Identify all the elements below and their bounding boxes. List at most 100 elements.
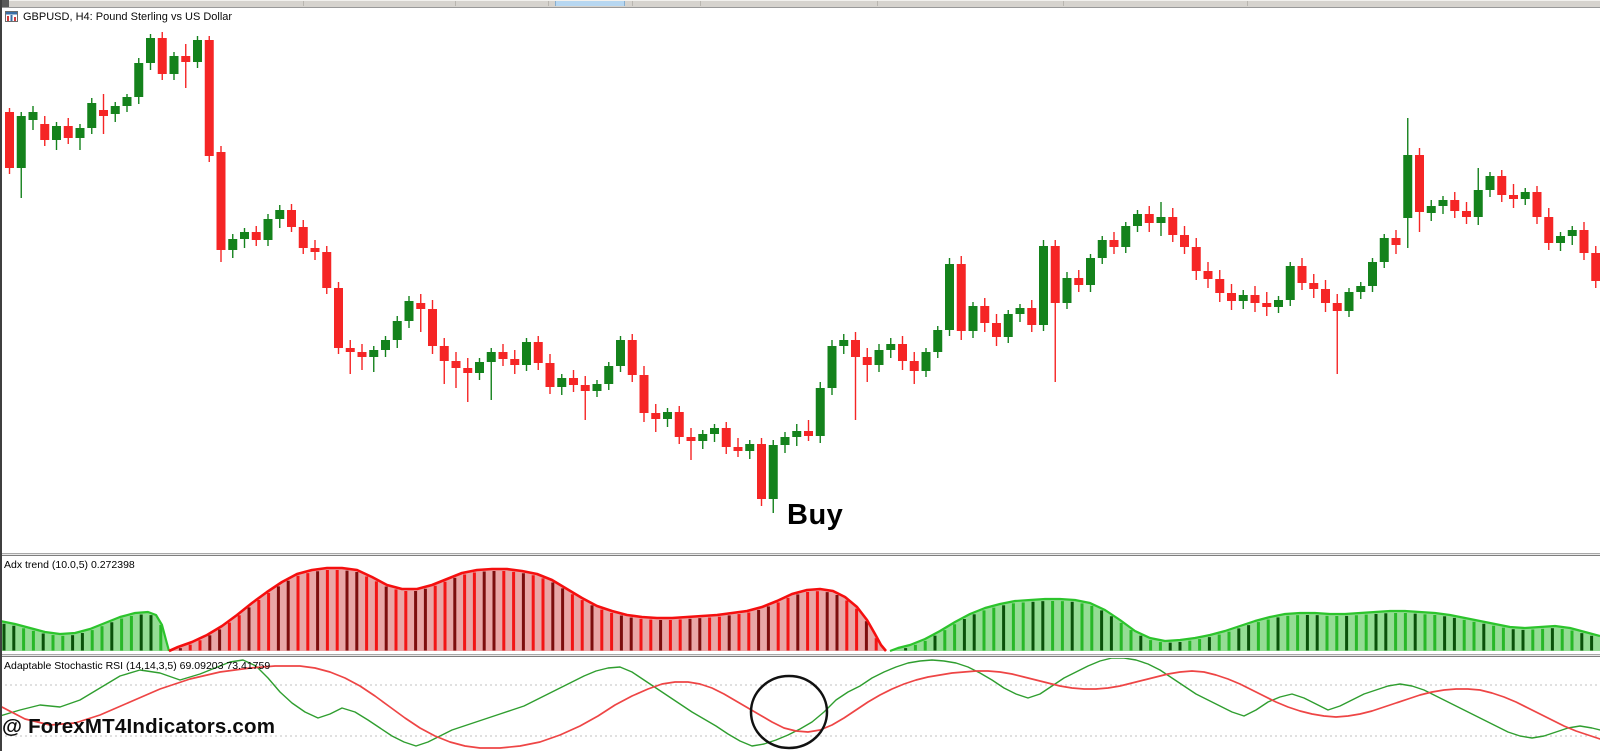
candle-bullish bbox=[616, 336, 625, 372]
candle-bearish bbox=[1591, 246, 1600, 288]
candle-bullish bbox=[698, 430, 708, 449]
candle-bearish bbox=[357, 344, 367, 370]
candle-bearish bbox=[1391, 230, 1401, 254]
toolbar-tick bbox=[455, 1, 456, 6]
panel-separator-2[interactable] bbox=[0, 654, 1600, 658]
candle-bullish bbox=[768, 440, 778, 513]
toolbar-tick bbox=[1247, 1, 1248, 6]
candle-bearish bbox=[1415, 148, 1424, 232]
candle-bearish bbox=[334, 282, 343, 354]
candle-bearish bbox=[627, 334, 637, 382]
candle-bearish bbox=[1180, 226, 1189, 254]
candle-bullish bbox=[475, 358, 484, 380]
candle-bearish bbox=[1250, 286, 1260, 312]
stochastic-rsi-panel[interactable]: Adaptable Stochastic RSI (14,14,3,5) 69.… bbox=[0, 658, 1600, 751]
candle-bearish bbox=[1450, 192, 1460, 218]
candle-bullish bbox=[1238, 290, 1248, 309]
panel-separator-1[interactable] bbox=[0, 553, 1600, 557]
candle-bearish bbox=[569, 370, 578, 392]
candle-bearish bbox=[1297, 258, 1307, 290]
candle-bullish bbox=[1086, 254, 1095, 292]
adx-trend-histogram bbox=[0, 566, 1600, 653]
toolbar-tick bbox=[700, 1, 701, 6]
candle-bullish bbox=[1133, 210, 1142, 232]
candle-bearish bbox=[510, 350, 520, 374]
toolbar-strip[interactable] bbox=[0, 0, 1600, 8]
candle-bearish bbox=[181, 44, 191, 88]
candle-bearish bbox=[5, 108, 14, 174]
candle-bullish bbox=[146, 34, 155, 70]
candle-bullish bbox=[745, 440, 755, 459]
adx-bear-segment bbox=[168, 566, 887, 653]
candle-bullish bbox=[1379, 234, 1389, 268]
candle-bullish bbox=[1485, 172, 1495, 197]
candle-bearish bbox=[1227, 284, 1236, 310]
candle-bearish bbox=[1321, 280, 1330, 312]
toolbar-tick bbox=[548, 1, 549, 6]
candle-bearish bbox=[439, 338, 449, 384]
candle-bullish bbox=[1473, 168, 1483, 225]
candle-bullish bbox=[792, 424, 802, 446]
candle-bullish bbox=[921, 348, 931, 377]
candle-bullish bbox=[1015, 304, 1025, 322]
candle-bullish bbox=[486, 348, 496, 400]
toolbar-active-segment[interactable] bbox=[555, 1, 625, 6]
candle-bullish bbox=[710, 424, 719, 442]
stochastic-rsi-chart bbox=[0, 658, 1600, 750]
candle-bearish bbox=[851, 332, 860, 420]
candle-bearish bbox=[1532, 186, 1542, 224]
candle-bullish bbox=[839, 334, 849, 354]
candle-bullish bbox=[404, 296, 414, 328]
toolbar-highlight bbox=[0, 0, 1600, 1]
candle-bullish bbox=[1097, 236, 1107, 264]
toolbar-corner bbox=[0, 0, 9, 7]
stoch-line-signal bbox=[0, 665, 1600, 749]
candle-bearish bbox=[1203, 262, 1213, 288]
candle-bearish bbox=[909, 352, 919, 384]
window-border-left bbox=[0, 0, 2, 751]
candle-bearish bbox=[1074, 270, 1084, 292]
candle-bearish bbox=[580, 376, 590, 420]
candle-bearish bbox=[862, 348, 872, 382]
candle-bearish bbox=[804, 420, 813, 441]
candle-bullish bbox=[1368, 258, 1377, 292]
candle-bullish bbox=[886, 338, 896, 358]
candle-bearish bbox=[251, 226, 261, 246]
price-chart-panel[interactable]: GBPUSD, H4: Pound Sterling vs US Dollar bbox=[0, 7, 1600, 553]
candle-bearish bbox=[545, 354, 555, 394]
candle-bearish bbox=[204, 36, 214, 162]
candle-bearish bbox=[980, 298, 990, 332]
candle-bullish bbox=[263, 214, 273, 246]
candle-bullish bbox=[87, 98, 97, 134]
candle-bullish bbox=[75, 124, 85, 150]
adx-bull-segment bbox=[0, 610, 171, 652]
candle-bullish bbox=[1520, 188, 1530, 205]
candle-bearish bbox=[1462, 202, 1471, 224]
candle-bullish bbox=[369, 346, 379, 372]
candle-bullish bbox=[1567, 226, 1577, 245]
candle-bearish bbox=[1497, 170, 1507, 202]
candle-bearish bbox=[1215, 270, 1225, 302]
candle-bullish bbox=[122, 94, 132, 112]
candle-bearish bbox=[310, 240, 320, 260]
signal-cross-circle-annotation bbox=[749, 674, 829, 750]
candle-bullish bbox=[193, 36, 202, 68]
candle-bullish bbox=[1556, 232, 1565, 251]
candle-bearish bbox=[157, 32, 167, 80]
candle-bullish bbox=[557, 374, 567, 395]
candle-bearish bbox=[322, 246, 332, 294]
candle-bearish bbox=[1191, 238, 1201, 280]
candle-bullish bbox=[1121, 222, 1131, 253]
adx-trend-panel[interactable]: Adx trend (10.0,5) 0.272398 bbox=[0, 557, 1600, 654]
stoch-line-stoch-main bbox=[0, 658, 1600, 747]
candle-bearish bbox=[721, 422, 731, 454]
candle-bearish bbox=[1332, 294, 1342, 374]
candle-bullish bbox=[1062, 272, 1072, 309]
candle-bearish bbox=[428, 300, 437, 354]
candlestick-chart bbox=[5, 32, 1600, 513]
candle-bullish bbox=[1344, 288, 1354, 317]
candle-bearish bbox=[463, 358, 473, 402]
candle-bullish bbox=[1356, 282, 1366, 299]
candle-bearish bbox=[451, 352, 461, 388]
